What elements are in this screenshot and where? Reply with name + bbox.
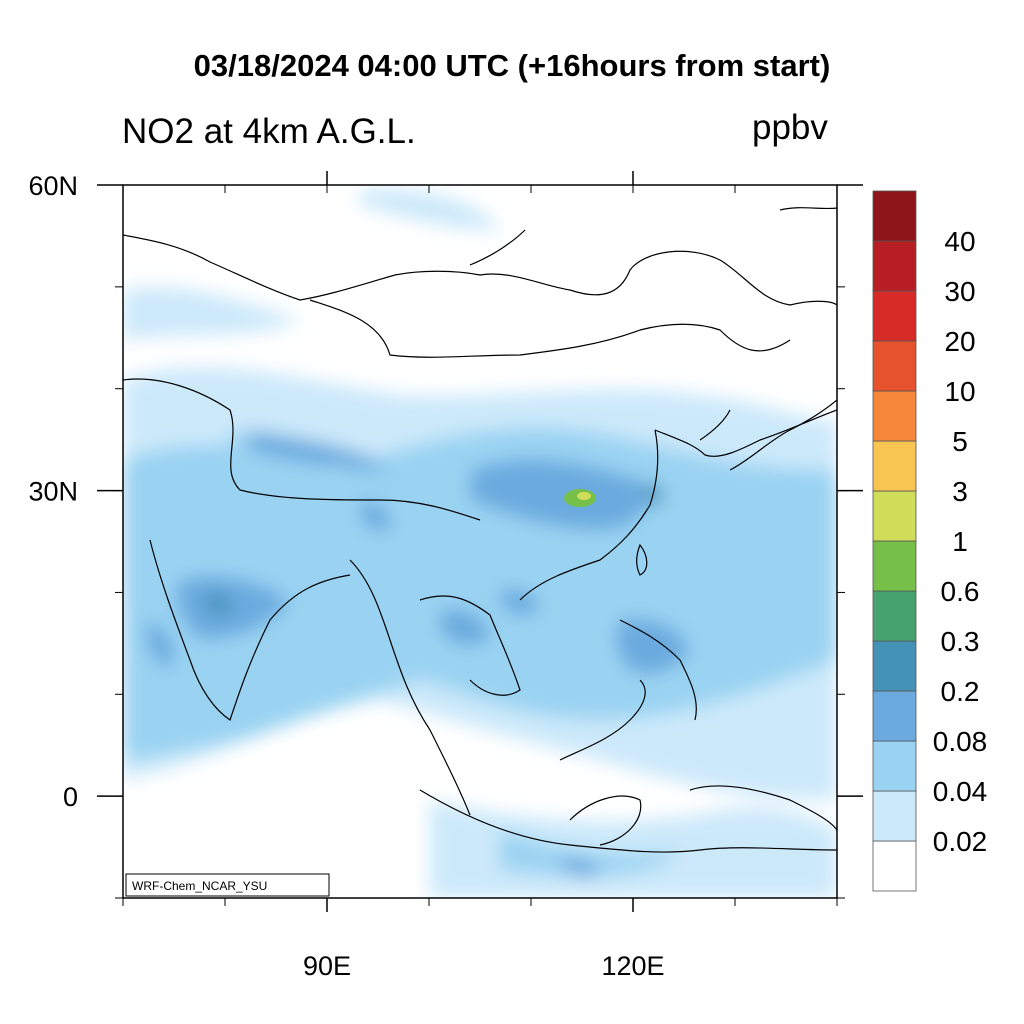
y-tick-label: 60N [28,171,78,201]
colorbar-swatch [872,540,917,592]
map-frame [122,184,838,899]
colorbar-label: 10 [944,376,975,407]
axis-ticks: 90E 120E 60N 30N 0 [28,171,863,981]
colorbar-swatch [872,690,917,742]
colorbar-label: 40 [944,226,975,257]
colorbar-swatch [872,590,917,642]
concentration-field [123,185,837,898]
colorbar-label: 0.08 [933,726,988,757]
colorbar-swatch [872,640,917,692]
coastlines [123,207,837,853]
x-tick-label: 90E [303,951,351,981]
colorbar-label: 0.6 [941,576,980,607]
y-tick-label: 30N [28,477,78,507]
units-label: ppbv [752,108,828,147]
colorbar-label: 0.02 [933,826,988,857]
colorbar-swatch [872,440,917,492]
colorbar-swatch [872,490,917,542]
colorbar-swatch [872,290,917,342]
credit-text: WRF-Chem_NCAR_YSU [132,879,267,893]
colorbar-label: 30 [944,276,975,307]
colorbar-swatch [872,240,917,292]
y-tick-label: 0 [63,782,78,812]
credit-box: WRF-Chem_NCAR_YSU [125,873,330,897]
colorbar-label: 20 [944,326,975,357]
colorbar-swatch [872,340,917,392]
colorbar-label: 1 [952,526,968,557]
colorbar-label: 0.2 [941,676,980,707]
x-tick-label: 120E [601,951,664,981]
colorbar-label: 0.3 [941,626,980,657]
colorbar-label: 5 [952,426,968,457]
map-title: 03/18/2024 04:00 UTC (+16hours from star… [193,48,831,83]
colorbar-swatch [872,790,917,842]
colorbar-label: 0.04 [933,776,988,807]
colorbar-label: 3 [952,476,968,507]
colorbar-swatch [872,190,917,242]
colorbar-swatch [872,740,917,792]
variable-label: NO2 at 4km A.G.L. [122,112,416,151]
colorbar: 0.02 0.04 0.08 0.2 0.3 0.6 1 3 5 10 20 30 40 [872,190,988,892]
colorbar-swatch [872,390,917,442]
colorbar-swatch [872,840,917,892]
